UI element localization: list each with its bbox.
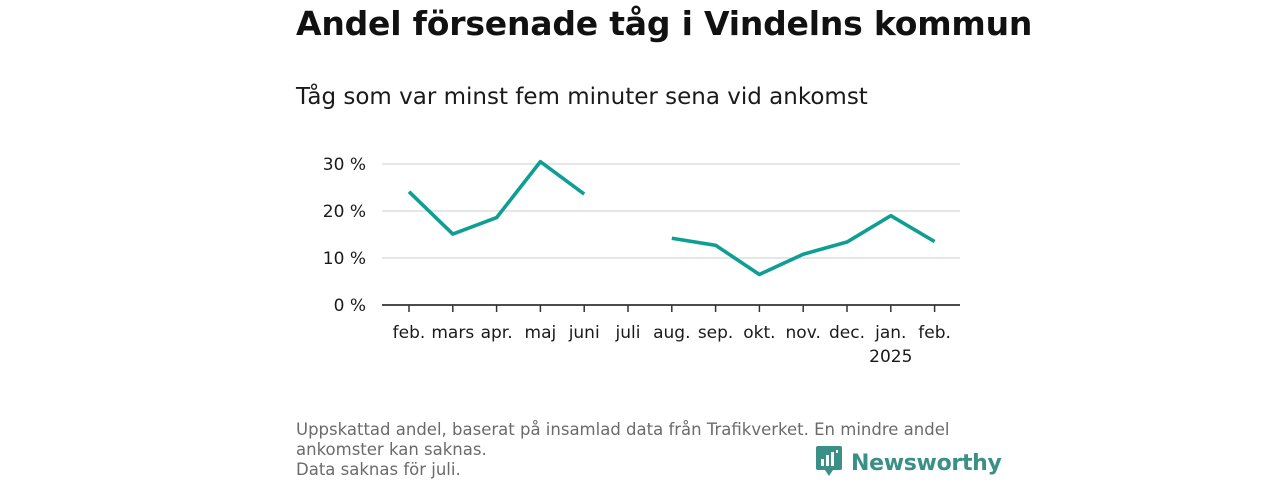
footnote-line-1: Uppskattad andel, baserat på insamlad da…: [296, 420, 950, 439]
y-tick-label: 20 %: [323, 202, 366, 222]
x-tick-label: maj: [525, 323, 557, 343]
x-tick-label: jan.: [874, 323, 906, 343]
x-tick-label: nov.: [786, 323, 821, 343]
y-tick-label: 10 %: [323, 249, 366, 269]
series-line: [671, 213, 936, 277]
x-tick-label: juni: [568, 323, 600, 343]
series-line: [407, 159, 586, 236]
y-tick-label: 0 %: [334, 296, 366, 316]
line-chart: 0 %10 %20 %30 %feb. mars apr. maj juni juli au…: [323, 155, 960, 367]
y-tick-label: 30 %: [323, 155, 366, 175]
chart-title: Andel försenade tåg i Vindelns kommun: [296, 4, 1033, 43]
x-year-label: 2025: [869, 347, 912, 367]
x-tick-label: apr.: [481, 323, 513, 343]
brand-name: Newsworthy: [851, 450, 1002, 476]
footnote-line-3: Data saknas för juli.: [296, 460, 461, 479]
x-tick-label: feb.: [918, 323, 951, 343]
x-tick-label: juli: [615, 323, 641, 343]
x-tick-label: okt.: [743, 323, 775, 343]
x-tick-label: feb.: [393, 323, 426, 343]
brand-logo: Newsworthy: [815, 446, 1002, 480]
x-tick-label: aug.: [653, 323, 690, 343]
x-tick-label: sep.: [698, 323, 734, 343]
footnote-line-2: ankomster kan saknas.: [296, 440, 487, 459]
footnote: Uppskattad andel, baserat på insamlad da…: [296, 420, 986, 480]
chart-subtitle: Tåg som var minst fem minuter sena vid a…: [296, 84, 868, 110]
x-tick-label: dec.: [829, 323, 865, 343]
x-tick-label: mars: [431, 323, 474, 343]
newsworthy-logo-icon: [815, 444, 843, 482]
